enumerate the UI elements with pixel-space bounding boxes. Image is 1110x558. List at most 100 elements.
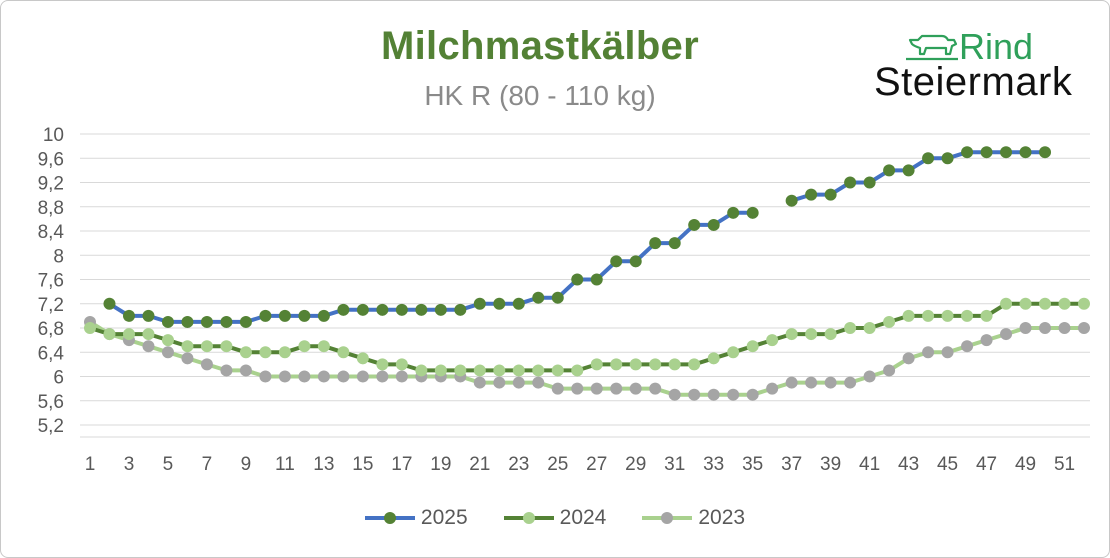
data-point-2023: [902, 352, 915, 365]
data-point-2025: [941, 152, 954, 165]
legend-label-2025: 2025: [420, 506, 468, 529]
data-point-2023: [746, 388, 759, 401]
data-point-2025: [1019, 146, 1032, 159]
data-point-2025: [980, 146, 993, 159]
data-point-2023: [161, 346, 174, 359]
data-point-2024: [1000, 297, 1013, 310]
data-point-2024: [395, 358, 408, 371]
data-point-2025: [727, 206, 740, 219]
data-point-2024: [844, 322, 857, 334]
data-point-2025: [571, 273, 584, 286]
data-point-2023: [668, 388, 681, 401]
data-point-2025: [142, 309, 155, 322]
series-2025: [103, 146, 1052, 328]
data-point-2023: [493, 376, 506, 389]
x-tick-label: 45: [937, 454, 958, 475]
data-point-2025: [590, 273, 603, 286]
data-point-2024: [239, 346, 252, 359]
x-tick-label: 47: [976, 454, 997, 475]
data-point-2025: [122, 309, 135, 322]
data-point-2024: [259, 346, 272, 359]
data-point-2025: [298, 309, 311, 322]
x-tick-label: 3: [124, 454, 135, 475]
data-point-2024: [376, 358, 389, 371]
data-point-2023: [649, 382, 662, 395]
series-2023: [84, 315, 1090, 401]
data-point-2024: [649, 358, 662, 371]
data-point-2024: [629, 358, 642, 371]
data-point-2023: [181, 352, 194, 365]
data-point-2025: [688, 218, 701, 231]
y-tick-label: 6: [53, 368, 64, 389]
logo: Rind Steiermark: [872, 24, 1072, 104]
data-point-2023: [961, 340, 974, 353]
data-point-2024: [883, 315, 896, 328]
data-point-2025: [610, 255, 623, 268]
data-point-2023: [1058, 322, 1071, 334]
data-point-2025: [434, 303, 447, 316]
data-point-2025: [961, 146, 974, 159]
x-tick-label: 9: [241, 454, 252, 475]
data-point-2025: [493, 297, 506, 310]
data-point-2023: [239, 364, 252, 377]
legend-item-2025: 2025: [364, 506, 468, 530]
data-point-2024: [298, 340, 311, 353]
data-point-2024: [532, 364, 545, 377]
x-tick-label: 31: [664, 454, 685, 475]
data-point-2024: [415, 364, 428, 377]
x-tick-label: 27: [586, 454, 607, 475]
x-tick-label: 33: [703, 454, 724, 475]
data-point-2024: [512, 364, 525, 377]
data-point-2025: [200, 315, 213, 328]
y-tick-label: 5,2: [38, 416, 64, 437]
data-point-2023: [551, 382, 564, 395]
x-tick-label: 11: [275, 454, 295, 475]
data-point-2023: [220, 364, 233, 377]
data-point-2024: [454, 364, 467, 377]
data-point-2023: [785, 376, 798, 389]
data-point-2023: [571, 382, 584, 395]
data-point-2023: [142, 340, 155, 353]
data-point-2025: [512, 297, 525, 310]
data-point-2024: [278, 346, 291, 359]
data-point-2023: [1000, 328, 1013, 341]
legend-label-2024: 2024: [559, 506, 607, 529]
y-tick-label: 5,6: [38, 392, 64, 413]
x-tick-label: 49: [1015, 454, 1036, 475]
data-point-2024: [493, 364, 506, 377]
y-tick-label: 6,4: [38, 343, 65, 364]
data-point-2023: [317, 370, 330, 383]
data-point-2024: [863, 322, 876, 334]
data-point-2024: [317, 340, 330, 353]
data-point-2024: [824, 328, 837, 341]
x-tick-label: 41: [859, 454, 880, 475]
data-point-2023: [337, 370, 350, 383]
data-point-2023: [766, 382, 779, 395]
legend-swatch-2025: [364, 512, 415, 524]
data-point-2024: [707, 352, 720, 365]
y-axis-ticks: 5,2 5,6 6 6,4 6,8 7,2 7,6 8 8,4 8,8 9,2 9,6 10: [38, 125, 65, 437]
data-point-2024: [142, 328, 155, 341]
series-line-2024: [88, 301, 1086, 373]
data-point-2023: [590, 382, 603, 395]
data-point-2023: [395, 370, 408, 383]
data-point-2025: [395, 303, 408, 316]
data-point-2024: [1078, 297, 1090, 310]
x-tick-label: 43: [898, 454, 919, 475]
data-point-2023: [1078, 322, 1090, 334]
x-tick-label: 29: [625, 454, 646, 475]
chart-title: Milchmastkälber: [381, 24, 699, 68]
data-point-2024: [961, 309, 974, 322]
data-point-2023: [1019, 322, 1032, 334]
data-point-2023: [629, 382, 642, 395]
data-point-2024: [356, 352, 369, 365]
x-tick-label: 13: [313, 454, 334, 475]
data-point-2025: [415, 303, 428, 316]
y-tick-label: 8,4: [38, 222, 65, 243]
data-point-2024: [668, 358, 681, 371]
data-point-2024: [1019, 297, 1032, 310]
x-tick-label: 37: [781, 454, 802, 475]
data-point-2025: [103, 297, 116, 310]
series-layer: [84, 146, 1090, 401]
